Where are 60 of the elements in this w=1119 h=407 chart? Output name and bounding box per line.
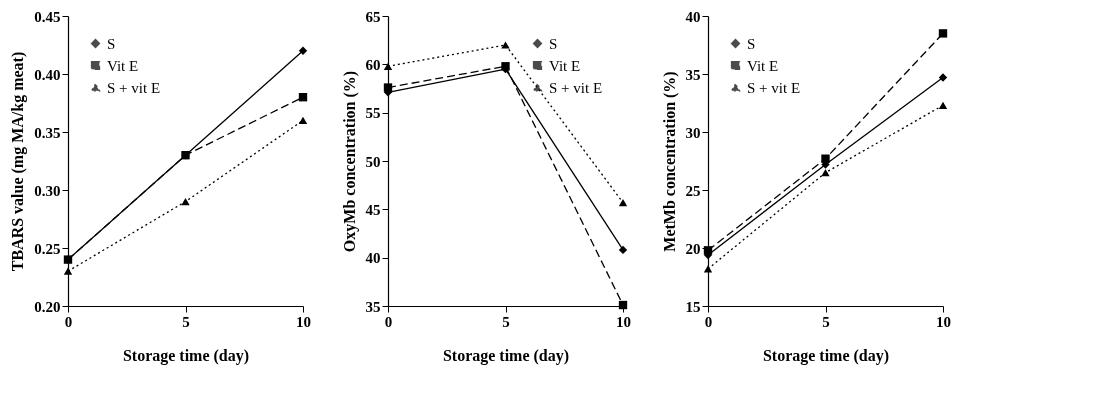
- y-tick-label: 20: [685, 240, 701, 257]
- y-tick-label: 60: [365, 56, 381, 73]
- y-tick-label: 35: [685, 66, 701, 83]
- point: [821, 168, 830, 177]
- y-tick-label: 55: [365, 105, 381, 122]
- x-tick-label: 5: [822, 313, 830, 330]
- x-tick-label: 0: [384, 313, 393, 330]
- point: [618, 245, 628, 255]
- x-tick-label: 5: [182, 313, 190, 330]
- point: [938, 101, 948, 109]
- x-axis-title: Storage time (day): [122, 346, 250, 365]
- legend-label: Vit E: [747, 57, 779, 74]
- point: [703, 246, 713, 255]
- y-tick-label: 0.45: [34, 8, 61, 25]
- y-tick-label: 15: [685, 298, 701, 315]
- legend-label: S: [549, 35, 558, 52]
- y-tick-label: 0.30: [34, 182, 61, 199]
- point: [821, 154, 830, 163]
- y-tick-label: 0.40: [34, 66, 61, 83]
- x-axis-title: Storage time (day): [762, 346, 890, 365]
- point: [703, 265, 713, 273]
- x-tick-label: 10: [296, 313, 311, 330]
- point: [501, 41, 510, 49]
- legend-label: S + vit E: [549, 79, 603, 96]
- y-axis-title: TBARS value (mg MA/kg meat): [9, 51, 28, 272]
- y-tick-label: 25: [685, 182, 701, 199]
- point: [298, 93, 308, 102]
- legend-label: S: [747, 35, 756, 52]
- y-tick-label: 50: [365, 153, 381, 170]
- legend-label: S: [107, 35, 116, 52]
- y-axis-title: OxyMb concentration (%): [340, 70, 359, 253]
- point: [618, 198, 628, 207]
- legend-label: S + vit E: [747, 79, 801, 96]
- y-tick-label: 45: [365, 201, 381, 218]
- point: [63, 267, 73, 275]
- x-tick-label: 10: [936, 313, 951, 330]
- y-tick-label: 0.35: [34, 124, 61, 141]
- x-tick-label: 0: [64, 313, 73, 330]
- legend-label: Vit E: [107, 57, 139, 74]
- y-tick-label: 65: [365, 8, 381, 25]
- y-tick-label: 0.20: [34, 298, 61, 315]
- y-tick-label: 30: [685, 124, 701, 141]
- y-axis-title: MetMb concentration (%): [660, 71, 679, 252]
- legend-label: Vit E: [549, 57, 581, 74]
- point: [298, 46, 308, 55]
- point: [938, 29, 948, 38]
- point: [383, 83, 393, 92]
- x-tick-label: 5: [502, 313, 510, 330]
- point: [383, 62, 393, 70]
- y-tick-label: 40: [685, 8, 701, 25]
- point: [298, 116, 308, 125]
- y-tick-label: 0.25: [34, 240, 61, 257]
- point: [938, 73, 948, 82]
- x-axis-title: Storage time (day): [442, 346, 570, 365]
- y-tick-label: 40: [365, 250, 381, 267]
- x-tick-label: 10: [616, 313, 631, 330]
- x-tick-label: 0: [704, 313, 713, 330]
- point: [181, 197, 190, 206]
- y-tick-label: 35: [365, 298, 381, 315]
- legend-label: S + vit E: [107, 79, 161, 96]
